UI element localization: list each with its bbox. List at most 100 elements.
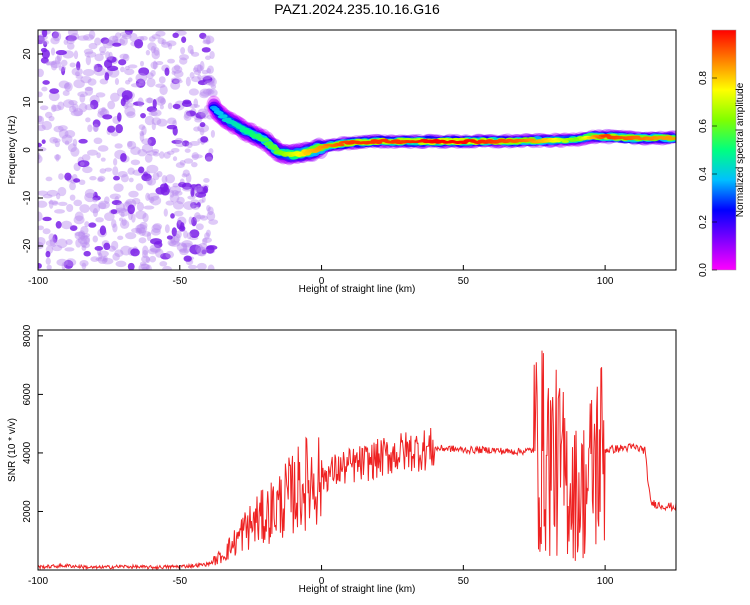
heatmap-cell [61, 134, 73, 145]
heatmap-ridge-cell [664, 135, 673, 139]
heatmap-cell [39, 105, 49, 111]
heatmap-cell [104, 167, 113, 172]
heatmap-cell [139, 132, 145, 142]
heatmap-cell [66, 39, 75, 45]
heatmap-cell [159, 151, 165, 159]
heatmap-ridge-cell [261, 137, 270, 142]
heatmap-cell [95, 92, 106, 98]
heatmap-ridge-cell [265, 141, 274, 146]
heatmap-cell [54, 55, 61, 65]
heatmap-cell [145, 150, 158, 156]
heatmap-cell [142, 249, 149, 259]
heatmap-cell [90, 99, 99, 110]
heatmap-cell [179, 54, 189, 61]
heatmap-cell [174, 64, 181, 71]
heatmap-cell [145, 192, 151, 201]
heatmap-cell [152, 98, 157, 109]
heatmap-cell [203, 35, 215, 44]
heatmap-cell [203, 178, 210, 183]
heatmap-cell [155, 61, 164, 66]
heatmap-cell [78, 230, 86, 240]
heatmap-cell [171, 139, 183, 144]
heatmap-cell [152, 172, 160, 181]
heatmap-cell [171, 189, 179, 197]
heatmap-cell [183, 255, 192, 262]
heatmap-cell [191, 204, 200, 210]
heatmap-cell [97, 256, 108, 265]
heatmap-cell [89, 203, 101, 214]
heatmap-cell [107, 125, 116, 133]
heatmap-cell [159, 183, 169, 191]
heatmap-cell [93, 137, 103, 145]
spectrogram-y-tick-label: -20 [22, 238, 33, 253]
heatmap-cell [196, 246, 208, 257]
heatmap-cell [61, 262, 66, 270]
heatmap-cell [79, 161, 85, 167]
heatmap-cell [119, 53, 129, 60]
heatmap-cell [99, 168, 107, 174]
heatmap-cell [38, 115, 45, 125]
colorbar-tick-label: 0.4 [698, 167, 709, 181]
heatmap-cell [118, 208, 130, 217]
heatmap-cell [207, 206, 214, 216]
heatmap-cell [127, 262, 135, 270]
heatmap-cell [124, 68, 135, 76]
heatmap-cell [77, 236, 90, 245]
heatmap-cell [89, 175, 97, 181]
heatmap-cell [50, 36, 60, 45]
heatmap-cell [112, 223, 118, 233]
heatmap-ridge-cell [374, 141, 383, 145]
heatmap-cell [111, 199, 122, 206]
heatmap-cell [191, 152, 199, 160]
heatmap-cell [189, 229, 200, 238]
heatmap-cell [146, 164, 159, 174]
heatmap-cell [110, 92, 120, 102]
heatmap-cell [94, 37, 102, 46]
colorbar-tick-label: 0.6 [698, 119, 709, 133]
heatmap-cell [193, 126, 201, 132]
heatmap-cell [140, 113, 146, 119]
heatmap-cell [162, 265, 172, 270]
heatmap-cell [74, 231, 86, 240]
heatmap-cell [202, 39, 211, 45]
heatmap-cell [131, 197, 141, 205]
heatmap-cell [148, 196, 155, 203]
heatmap-cell [187, 195, 196, 200]
colorbar-ticks: 0.0 0.2 0.4 0.6 0.8 [698, 71, 717, 277]
heatmap-cell [181, 173, 188, 178]
heatmap-cell [38, 91, 43, 98]
heatmap-cell [58, 173, 64, 180]
heatmap-cell [175, 141, 186, 148]
heatmap-cell [167, 239, 177, 247]
heatmap-cell [51, 31, 60, 39]
heatmap-cell [64, 172, 72, 181]
heatmap-cell [210, 129, 215, 138]
heatmap-cell [65, 258, 77, 267]
heatmap-cell [151, 122, 156, 131]
heatmap-cell [104, 196, 110, 204]
heatmap-cell [135, 210, 147, 220]
heatmap-cell [74, 211, 84, 222]
heatmap-cell [147, 42, 157, 51]
heatmap-cell [143, 205, 155, 210]
heatmap-cell [81, 245, 87, 251]
heatmap-ridge-cell [321, 145, 329, 149]
heatmap-cell [124, 30, 133, 35]
heatmap-cell [38, 142, 42, 148]
colorbar: 0.0 0.2 0.4 0.6 0.8 Normalized spectral ampl… [698, 29, 746, 277]
snr-panel: -100 -50 0 50 100 2000 4000 6000 8000 Height of… [7, 324, 677, 595]
heatmap-cell [155, 83, 166, 88]
heatmap-cell [206, 88, 213, 94]
colorbar-gradient [712, 30, 736, 270]
heatmap-cell [173, 79, 183, 84]
heatmap-cell [139, 130, 145, 137]
heatmap-cell [117, 171, 128, 178]
snr-series-line [38, 350, 676, 570]
heatmap-ridge-cell [219, 114, 228, 119]
heatmap-cell [81, 262, 87, 270]
heatmap-cell [48, 199, 54, 209]
heatmap-cell [183, 158, 194, 164]
heatmap-cell [46, 189, 59, 197]
heatmap-cell [65, 238, 73, 246]
heatmap-cell [191, 161, 198, 168]
